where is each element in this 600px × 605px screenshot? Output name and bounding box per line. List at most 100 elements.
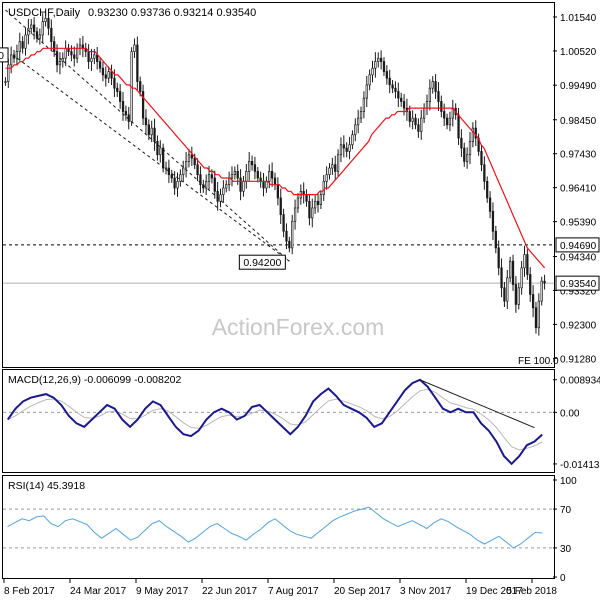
candle [182,160,185,183]
candle [379,50,383,70]
candle [10,46,13,74]
price-tick-label: 1.00520 [560,47,597,58]
price-tick-label: 0.95390 [560,218,597,229]
candle [41,13,44,44]
current-price-box [555,275,600,291]
candle [394,81,397,99]
candle [491,202,495,241]
candle [506,269,509,310]
candle [164,161,168,175]
candle [517,282,520,310]
candle [408,105,411,128]
price-tick-label: 0.98450 [560,116,597,127]
candle [187,148,191,168]
candle [124,105,128,121]
candle [176,172,179,197]
candle [256,166,259,183]
candle [497,240,500,276]
candle [488,191,492,219]
candle [437,82,440,111]
rsi-tick-label: 70 [560,505,572,516]
candle [170,169,173,183]
candle [339,137,343,163]
candle [21,36,24,54]
moving-average-line [5,47,546,269]
candle [239,169,242,201]
rsi-line [7,506,543,549]
rsi-tick-label: 100 [560,476,577,487]
price-grid [3,244,554,284]
candle [434,74,437,99]
candle [101,61,105,82]
candle [159,140,162,163]
candle [90,48,93,71]
ohlc-label: 0.93230 0.93736 0.93214 0.93540 [88,7,256,19]
candle [270,162,274,187]
candle [116,82,119,97]
candle [354,118,357,142]
candle [133,38,136,58]
annotation-high-label: 1.00370 [0,50,4,62]
candle [365,75,368,108]
rsi-panel [2,475,555,579]
candle [359,106,363,124]
x-tick-label: 3 Nov 2017 [400,586,452,597]
candle [119,84,122,109]
candle [440,95,443,118]
x-tick-label: 5 Feb 2018 [506,586,557,597]
candle [216,181,219,211]
candle [230,166,234,187]
candle [104,66,107,87]
candle [50,19,53,51]
candle [334,155,337,181]
rsi-tick-label: 0 [560,573,566,584]
candle [98,57,102,73]
fe-label: FE 100.0 [518,356,559,367]
candle [121,92,125,121]
candle [509,256,512,283]
price-tick-label: 0.94340 [560,253,597,264]
price-tick-label: 1.01540 [560,13,597,24]
candle [44,13,47,27]
candle [460,129,463,157]
candle [520,260,523,295]
candle [500,258,503,298]
candle [233,166,236,180]
candle [282,208,285,238]
candle [526,249,529,280]
candle [514,276,518,313]
level-value-box [555,237,600,253]
candle [328,163,331,180]
candle [483,156,486,190]
candle [357,109,360,134]
candle [543,274,546,290]
candle [316,193,320,213]
rsi-layer: 100 70 30 0 [3,476,577,584]
candle [190,146,193,166]
candle [417,118,420,138]
candle [385,65,388,85]
x-tick-label: 9 May 2017 [136,586,189,597]
candle [293,199,297,230]
candle [531,285,535,318]
candle [30,19,33,35]
candle [540,276,543,306]
candle [351,130,354,150]
candle [222,180,225,203]
candle [179,169,182,187]
candle [534,301,538,334]
candle [468,132,472,165]
macd-trendline [419,379,535,429]
candles [4,11,546,336]
x-tick-label: 22 Jun 2017 [202,586,257,597]
candle [147,119,150,141]
candle [529,267,532,302]
candle [503,281,506,308]
candle [250,155,254,171]
candle [345,142,348,158]
macd-panel [2,369,555,473]
candle [18,32,21,61]
candle [308,193,311,226]
price-axis: 1.01540 1.00520 0.99490 0.98450 0.97430 0.964… [553,13,600,365]
macd-signal-line [7,388,543,451]
